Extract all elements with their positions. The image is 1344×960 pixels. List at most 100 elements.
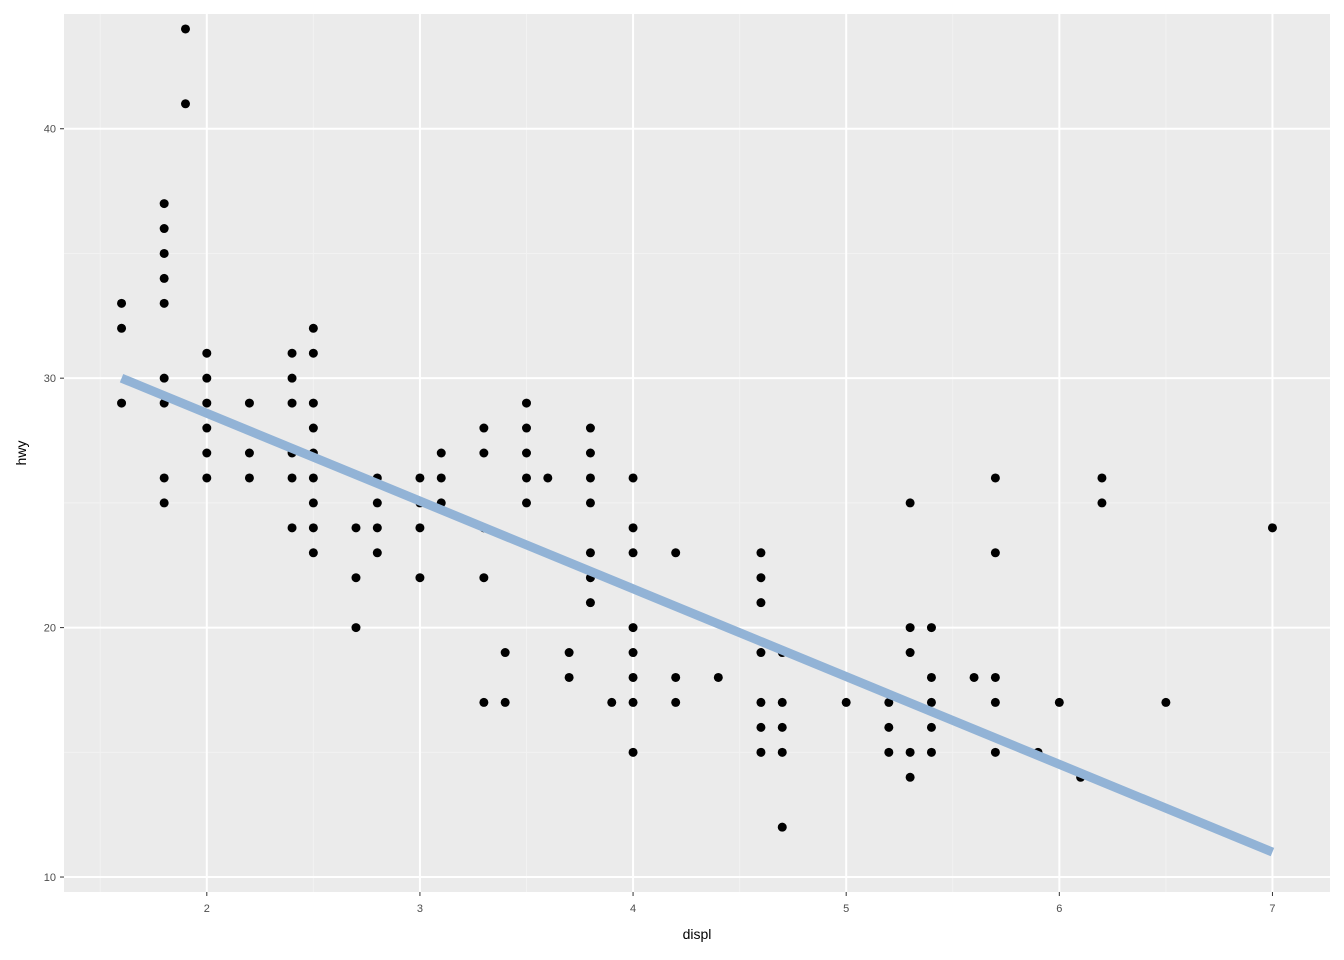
data-point	[926, 672, 936, 682]
data-point	[990, 473, 1000, 483]
data-point	[436, 473, 446, 483]
data-point	[990, 747, 1000, 757]
data-point	[159, 373, 169, 383]
data-point	[351, 623, 361, 633]
x-tick-label: 7	[1269, 903, 1275, 915]
data-point	[926, 623, 936, 633]
data-point	[756, 697, 766, 707]
data-point	[777, 747, 787, 757]
data-point	[521, 423, 531, 433]
data-point	[202, 448, 212, 458]
data-point	[777, 697, 787, 707]
data-point	[905, 747, 915, 757]
data-point	[159, 298, 169, 308]
data-point	[671, 697, 681, 707]
data-point	[202, 373, 212, 383]
data-point	[671, 672, 681, 682]
data-point	[926, 697, 936, 707]
x-tick-label: 4	[630, 903, 636, 915]
data-point	[117, 323, 127, 333]
data-point	[287, 398, 297, 408]
x-axis-title: displ	[683, 926, 712, 942]
data-point	[202, 398, 212, 408]
data-point	[180, 99, 190, 109]
fit-line-group	[119, 374, 1275, 857]
data-point	[756, 598, 766, 608]
data-point	[585, 448, 595, 458]
data-point	[884, 722, 894, 732]
data-point	[628, 672, 638, 682]
data-point	[159, 199, 169, 209]
data-point	[244, 473, 254, 483]
data-point	[479, 423, 489, 433]
data-point	[351, 523, 361, 533]
data-point	[841, 697, 851, 707]
data-point	[117, 398, 127, 408]
data-point	[905, 623, 915, 633]
data-point	[159, 473, 169, 483]
data-point	[713, 672, 723, 682]
y-tick-label: 20	[44, 623, 56, 635]
data-point	[585, 473, 595, 483]
data-point	[308, 423, 318, 433]
y-tick-label: 40	[44, 124, 56, 136]
data-point	[244, 398, 254, 408]
data-point	[244, 448, 254, 458]
data-point	[585, 423, 595, 433]
data-point	[884, 747, 894, 757]
data-point	[308, 348, 318, 358]
data-point	[905, 648, 915, 658]
data-point	[159, 273, 169, 283]
data-point	[202, 348, 212, 358]
data-point	[202, 473, 212, 483]
fit-line	[119, 374, 1275, 857]
data-point	[521, 448, 531, 458]
data-point	[521, 498, 531, 508]
data-point	[1054, 697, 1064, 707]
data-point	[628, 623, 638, 633]
data-point	[905, 498, 915, 508]
data-point	[628, 473, 638, 483]
data-point	[372, 523, 382, 533]
data-point	[564, 672, 574, 682]
data-point	[351, 573, 361, 583]
data-point	[500, 648, 510, 658]
data-point	[756, 573, 766, 583]
x-tick-label: 2	[204, 903, 210, 915]
data-point	[500, 697, 510, 707]
y-axis-title: hwy	[13, 441, 29, 466]
data-point	[756, 722, 766, 732]
data-point	[308, 498, 318, 508]
data-point	[926, 722, 936, 732]
data-point	[479, 448, 489, 458]
data-point	[1097, 498, 1107, 508]
data-point	[1161, 697, 1171, 707]
data-point	[117, 298, 127, 308]
data-point	[990, 672, 1000, 682]
data-point	[1097, 473, 1107, 483]
data-point	[436, 448, 446, 458]
data-point	[756, 648, 766, 658]
data-point	[308, 323, 318, 333]
data-point	[287, 348, 297, 358]
tick-labels: 2 3 4 5 6 7 10 20 30 40	[44, 124, 1276, 915]
axis-ticks	[60, 128, 1273, 896]
data-point	[180, 24, 190, 34]
data-point	[415, 473, 425, 483]
data-point	[287, 523, 297, 533]
y-tick-label: 10	[44, 872, 56, 884]
data-point	[521, 398, 531, 408]
data-point	[777, 722, 787, 732]
data-point	[479, 697, 489, 707]
data-point	[905, 772, 915, 782]
data-point	[159, 248, 169, 258]
data-point	[884, 697, 894, 707]
y-tick-label: 30	[44, 373, 56, 385]
data-point	[287, 473, 297, 483]
data-point	[543, 473, 553, 483]
data-point	[308, 398, 318, 408]
data-point	[1267, 523, 1277, 533]
data-point	[585, 498, 595, 508]
